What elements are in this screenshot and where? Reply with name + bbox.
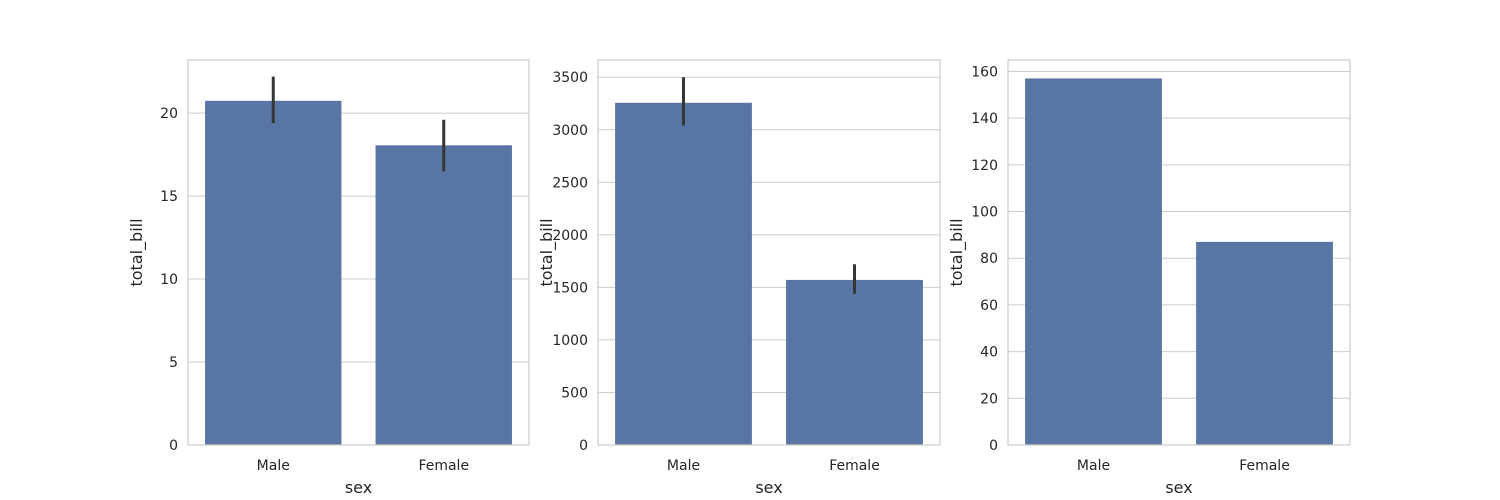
chart-panel-3: 0 20 40 60 80 100 120 140 160 Male Female sex total_…: [947, 59, 1351, 497]
bar-female: [375, 145, 512, 445]
y-axis-label: total_bill: [127, 218, 147, 286]
bar-female: [1196, 241, 1333, 445]
y-tick-label: 160: [971, 64, 998, 80]
y-tick-label: 20: [980, 391, 998, 407]
y-tick-label: 120: [971, 158, 998, 174]
y-axis-label: total_bill: [947, 218, 967, 286]
y-tick-label: 140: [971, 111, 998, 127]
y-tick-label: 60: [980, 298, 998, 314]
y-tick-label: 10: [160, 272, 178, 288]
x-tick-label: Female: [1239, 458, 1290, 474]
y-tick-label: 0: [989, 438, 998, 454]
y-tick-label: 0: [169, 438, 178, 454]
x-tick-label: Female: [829, 458, 880, 474]
y-tick-label: 100: [971, 205, 998, 221]
bar-female: [786, 279, 923, 445]
y-tick-label: 2000: [552, 228, 588, 244]
y-tick-label: 80: [980, 251, 998, 267]
chart-panel-2: 0 500 1000 1500 2000 2500 3000 3500 Male Female se…: [537, 59, 941, 497]
y-axis-label: total_bill: [537, 218, 557, 286]
axes-frame: [597, 59, 941, 446]
y-tick-label: 2500: [552, 175, 588, 191]
axes-frame: [1007, 59, 1351, 446]
x-tick-label: Male: [667, 458, 700, 474]
bar-male: [205, 100, 342, 445]
y-tick-label: 20: [160, 106, 178, 122]
x-tick-label: Female: [418, 458, 469, 474]
y-tick-label: 5: [169, 355, 178, 371]
y-tick-label: 0: [579, 438, 588, 454]
y-tick-label: 1000: [552, 333, 588, 349]
x-tick-label: Male: [257, 458, 290, 474]
x-axis-label: sex: [1165, 478, 1192, 497]
x-axis-label: sex: [345, 478, 372, 497]
y-tick-label: 3000: [552, 123, 588, 139]
x-tick-label: Male: [1077, 458, 1110, 474]
bar-male: [1025, 78, 1162, 445]
bar-male: [615, 102, 752, 445]
y-tick-label: 15: [160, 189, 178, 205]
y-tick-label: 3500: [552, 70, 588, 86]
y-tick-label: 500: [561, 385, 588, 401]
x-axis-label: sex: [755, 478, 782, 497]
axes-frame: [187, 59, 530, 446]
chart-panel-1: 0 5 10 15 20 Male Female sex total_bill: [127, 59, 530, 497]
y-tick-label: 1500: [552, 280, 588, 296]
y-tick-label: 40: [980, 345, 998, 361]
